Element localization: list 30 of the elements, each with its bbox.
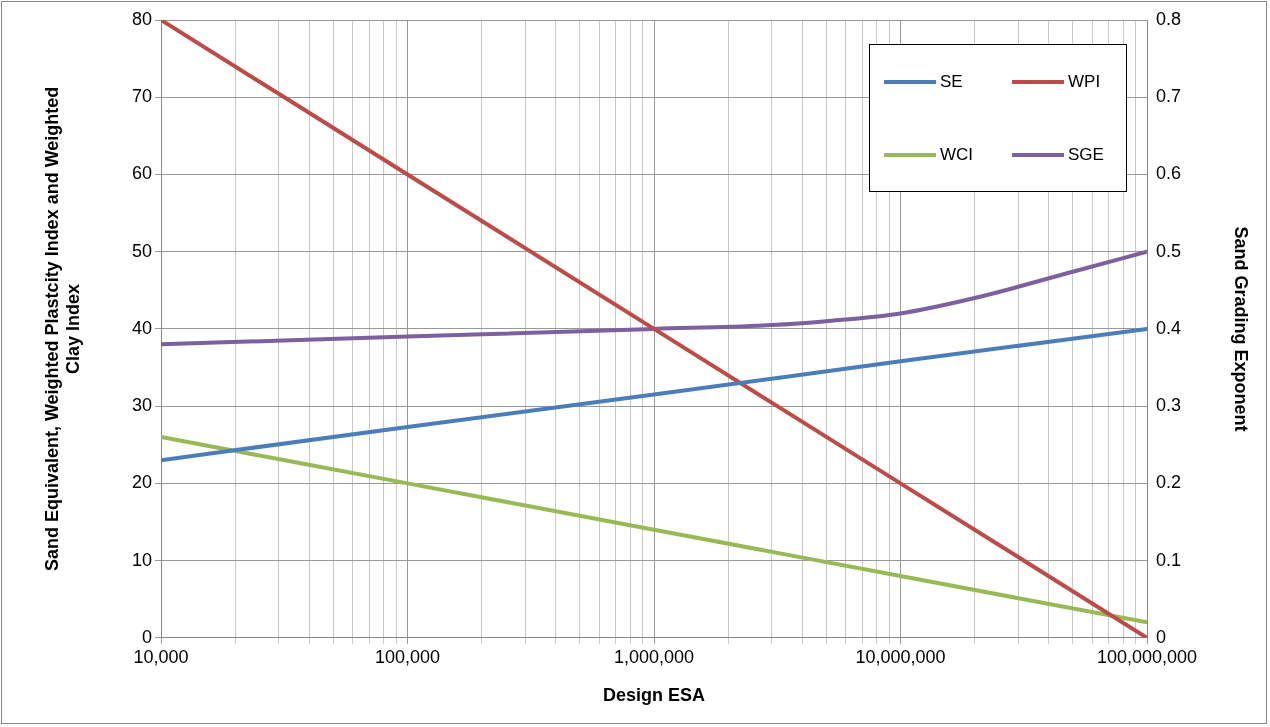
legend-label: WPI [1068, 71, 1101, 92]
y-tick-label: 0 [141, 626, 152, 647]
y-tick-label: 10 [131, 549, 152, 570]
y2-tick-label: 0.4 [1156, 317, 1182, 338]
x-axis-title: Design ESA [602, 685, 706, 706]
legend-label: SGE [1068, 144, 1104, 165]
y2-tick-label: 0.5 [1156, 240, 1182, 261]
y-tick-label: 40 [131, 317, 152, 338]
y2-tick-label: 0.8 [1156, 8, 1182, 29]
y-tick-label: 50 [131, 240, 152, 261]
y-tick-label: 20 [131, 472, 152, 493]
y2-axis-title: Sand Grading Exponent [1231, 226, 1252, 432]
x-tick-label: 10,000,000 [855, 646, 946, 667]
y2-tick-label: 0.7 [1156, 86, 1182, 107]
x-tick-label: 1,000,000 [613, 646, 695, 667]
y-tick-label: 30 [131, 395, 152, 416]
y2-tick-label: 0.1 [1156, 549, 1182, 570]
y-tick-label: 60 [131, 163, 152, 184]
y-axis-title: Sand Equivalent, Weighted Plastcity Index and Weighted Clay Index [41, 86, 84, 572]
y2-tick-label: 0 [1156, 626, 1167, 647]
y2-tick-label: 0.3 [1156, 395, 1182, 416]
legend-label: WCI [940, 144, 974, 165]
x-tick-label: 100,000 [374, 646, 441, 667]
y2-tick-label: 0.2 [1156, 472, 1182, 493]
y2-tick-label: 0.6 [1156, 163, 1182, 184]
x-tick-label: 10,000 [133, 646, 189, 667]
x-tick-label: 100,000,000 [1096, 646, 1198, 667]
y-tick-label: 80 [131, 8, 152, 29]
legend-label: SE [940, 71, 963, 92]
y-tick-label: 70 [131, 86, 152, 107]
